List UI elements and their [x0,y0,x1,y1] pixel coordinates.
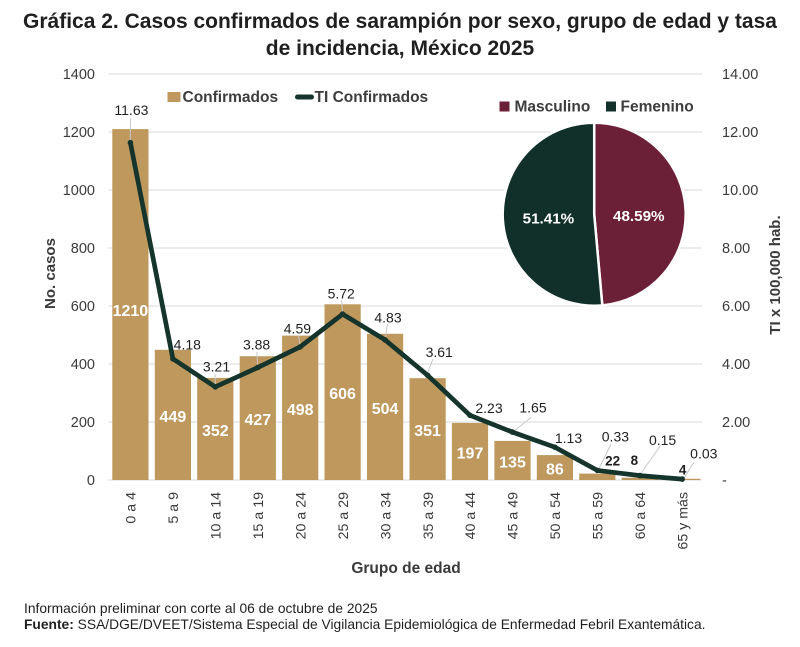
svg-text:22: 22 [605,453,620,468]
svg-text:2.00: 2.00 [722,415,750,431]
svg-text:197: 197 [457,446,484,463]
svg-text:800: 800 [71,241,95,257]
svg-text:TI Confirmados: TI Confirmados [315,89,429,106]
svg-text:55 a 59: 55 a 59 [591,492,607,539]
svg-text:10.00: 10.00 [722,183,758,199]
svg-text:25 a 29: 25 a 29 [336,492,352,539]
svg-text:14.00: 14.00 [722,67,758,83]
svg-text:135: 135 [499,455,526,472]
svg-text:1400: 1400 [63,67,95,83]
svg-text:400: 400 [71,357,95,373]
svg-text:200: 200 [71,415,95,431]
svg-text:600: 600 [71,299,95,315]
svg-text:4.59: 4.59 [284,321,311,337]
svg-text:1.65: 1.65 [519,400,546,416]
svg-text:3.61: 3.61 [426,344,453,360]
svg-text:0.15: 0.15 [649,432,676,448]
svg-text:51.41%: 51.41% [523,210,575,227]
svg-text:352: 352 [202,423,229,440]
svg-text:1210: 1210 [113,303,149,320]
svg-text:8: 8 [631,453,639,468]
svg-text:60 a 64: 60 a 64 [633,492,649,539]
svg-text:5 a 9: 5 a 9 [166,492,182,524]
svg-text:40 a 44: 40 a 44 [463,492,479,539]
svg-text:30 a 34: 30 a 34 [378,492,394,539]
svg-text:20 a 24: 20 a 24 [293,492,309,539]
svg-text:1200: 1200 [63,125,95,141]
svg-text:Masculino: Masculino [515,99,591,116]
svg-text:3.21: 3.21 [203,359,230,375]
svg-text:449: 449 [160,409,187,426]
svg-text:4.83: 4.83 [374,309,401,325]
svg-text:Grupo de edad: Grupo de edad [351,560,460,577]
svg-text:1000: 1000 [63,183,95,199]
svg-text:4: 4 [679,462,687,477]
svg-text:TI x 100,000 hab.: TI x 100,000 hab. [767,215,784,334]
svg-text:48.59%: 48.59% [613,208,665,225]
svg-text:10 a 14: 10 a 14 [209,492,225,539]
svg-text:0: 0 [87,473,95,489]
svg-text:15 a 19: 15 a 19 [251,492,267,539]
svg-text:1.13: 1.13 [555,430,582,446]
svg-text:12.00: 12.00 [722,125,758,141]
svg-text:4.18: 4.18 [174,337,201,353]
svg-text:0 a 4: 0 a 4 [124,492,140,524]
svg-text:5.72: 5.72 [328,285,355,301]
svg-text:Confirmados: Confirmados [183,89,279,106]
svg-text:Femenino: Femenino [621,99,694,116]
svg-text:45 a 49: 45 a 49 [506,492,522,539]
svg-text:35 a 39: 35 a 39 [421,492,437,539]
svg-text:86: 86 [546,462,564,479]
svg-text:427: 427 [244,412,271,429]
svg-text:351: 351 [414,423,441,440]
svg-text:2.23: 2.23 [475,400,502,416]
svg-text:0.03: 0.03 [690,445,717,461]
svg-text:No. casos: No. casos [42,238,59,309]
svg-text:3.88: 3.88 [243,337,270,353]
svg-text:498: 498 [287,402,314,419]
svg-text:0.33: 0.33 [602,428,629,444]
svg-text:6.00: 6.00 [722,299,750,315]
svg-text:504: 504 [372,401,399,418]
svg-text:-: - [722,473,727,489]
svg-text:606: 606 [329,386,356,403]
svg-text:8.00: 8.00 [722,241,750,257]
svg-text:65 y más: 65 y más [676,492,692,550]
svg-text:50 a 54: 50 a 54 [548,492,564,539]
svg-text:11.63: 11.63 [114,102,148,118]
svg-text:4.00: 4.00 [722,357,750,373]
